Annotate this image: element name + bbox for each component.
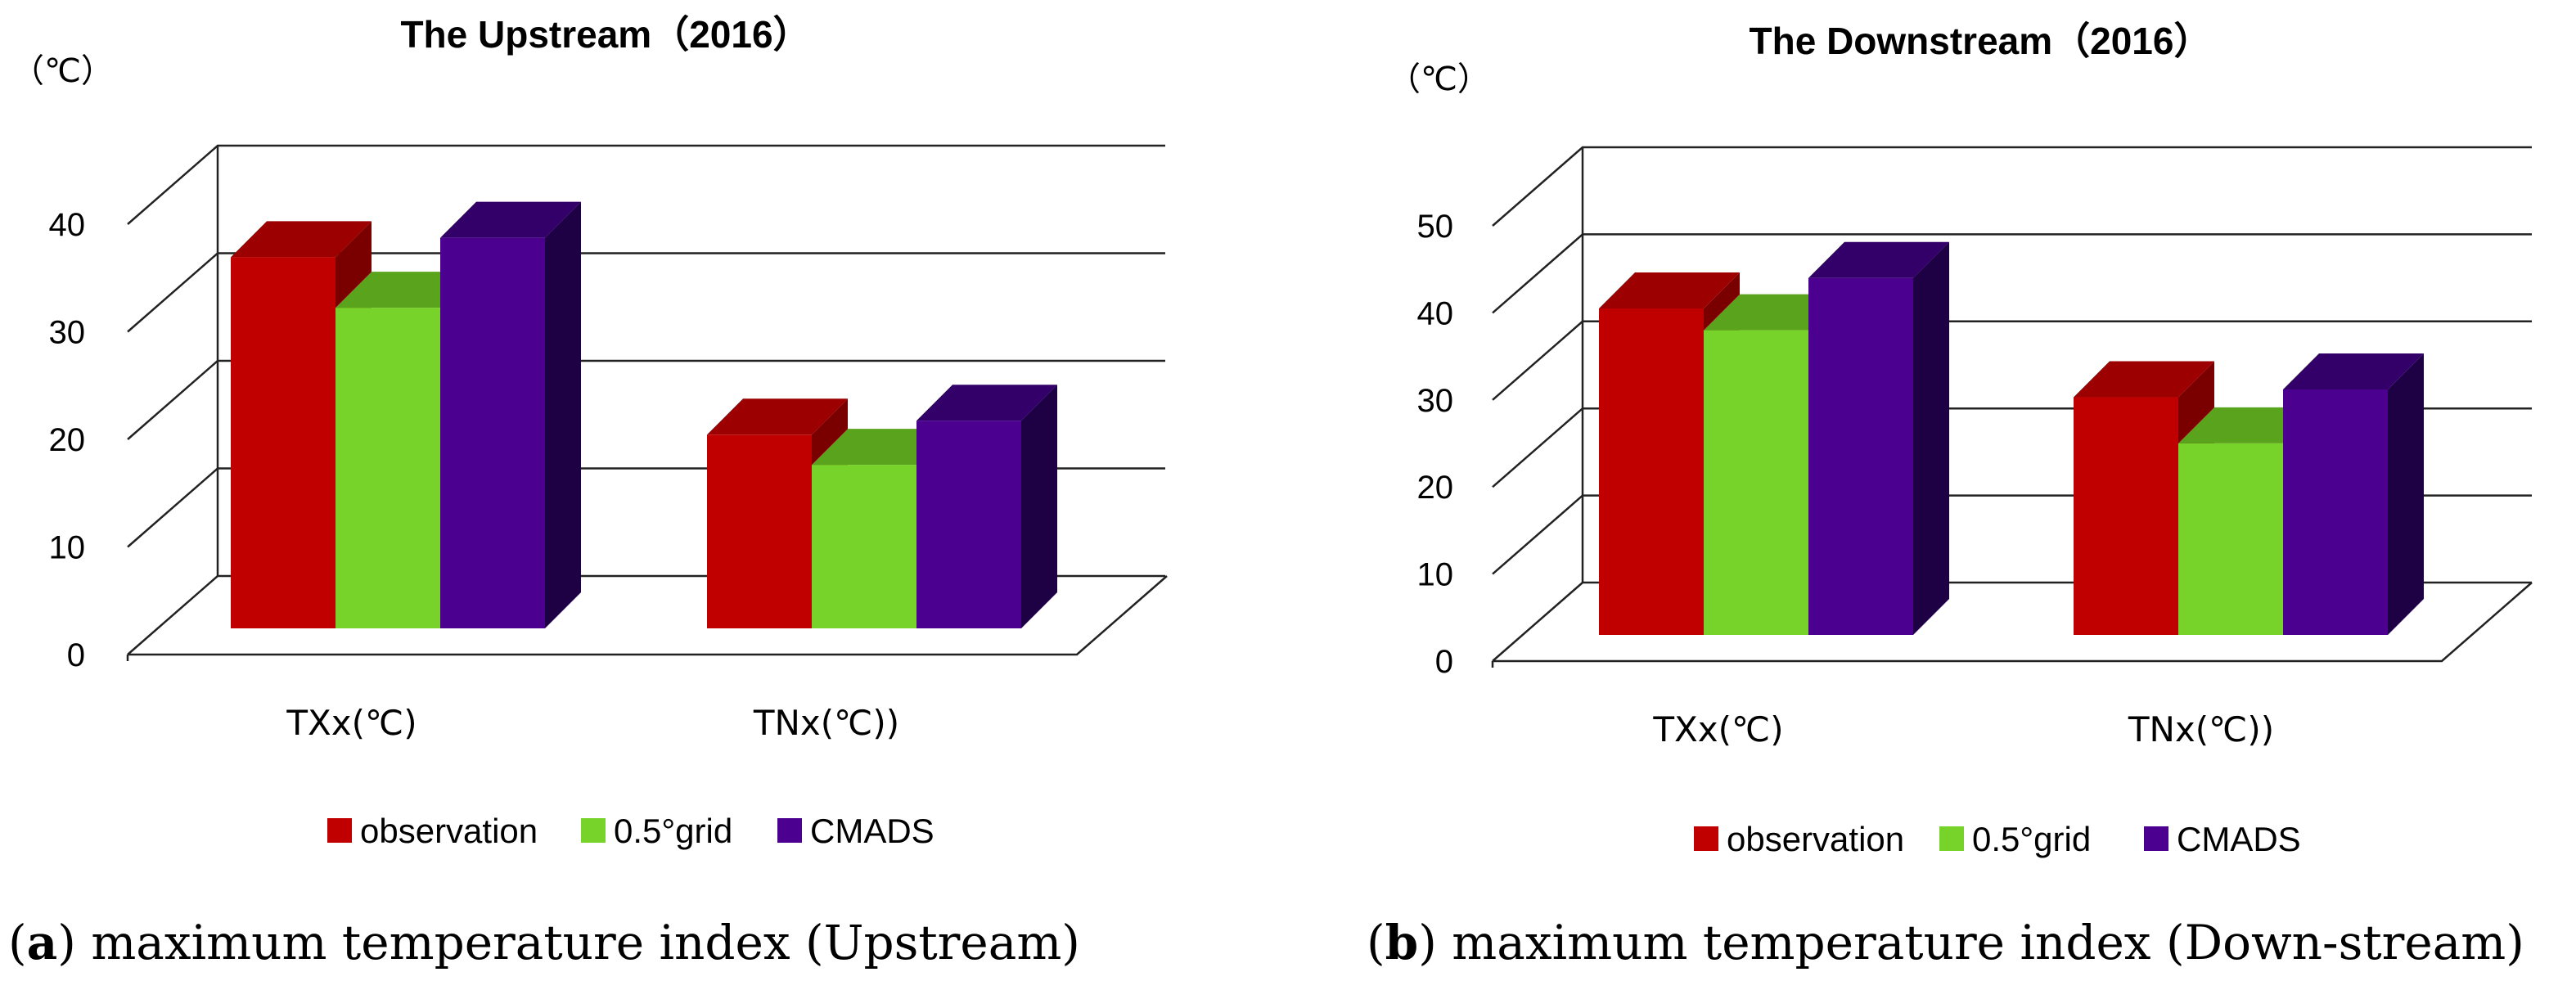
downstream-bar-front-tnx-cmads bbox=[2283, 389, 2388, 635]
upstream-bar-front-txx-grid bbox=[336, 308, 440, 628]
upstream-gridline-40 bbox=[127, 144, 1165, 225]
downstream-y-tick-30: 30 bbox=[1417, 383, 1454, 419]
downstream-bar-front-txx-cmads bbox=[1808, 277, 1913, 635]
upstream-y-ticks: 0 10 20 30 40 bbox=[49, 207, 86, 673]
upstream-floor-axis bbox=[128, 575, 1168, 656]
downstream-bar-front-txx-observation bbox=[1599, 308, 1704, 635]
downstream-bar-side-tnx-cmads bbox=[2388, 353, 2424, 635]
upstream-caption-text: maximum temperature index (Upstream) bbox=[91, 915, 1080, 970]
upstream-legend-grid: 0.5°grid bbox=[614, 812, 732, 850]
downstream-caption-text: maximum temperature index (Down-stream) bbox=[1452, 915, 2524, 970]
downstream-legend-grid: 0.5°grid bbox=[1972, 820, 2091, 858]
downstream-bars bbox=[1599, 241, 2424, 635]
downstream-category-tnx: TNx(℃)) bbox=[2128, 709, 2274, 749]
downstream-bar-tnx-cmads bbox=[2283, 353, 2424, 635]
downstream-legend-observation: observation bbox=[1727, 820, 1904, 858]
downstream-panel: The Downstream（2016） （℃） 0 10 20 30 40 50 TXx… bbox=[1367, 20, 2533, 970]
upstream-caption: (a) maximum temperature index (Upstream) bbox=[8, 915, 1080, 970]
upstream-legend: observation 0.5°grid CMADS bbox=[327, 812, 934, 850]
upstream-category-tnx: TNx(℃)) bbox=[753, 703, 899, 743]
downstream-y-tick-50: 50 bbox=[1417, 209, 1454, 245]
downstream-bar-side-txx-cmads bbox=[1913, 241, 1949, 635]
upstream-chart-title: The Upstream（2016） bbox=[400, 13, 810, 56]
upstream-bar-top-txx-cmads bbox=[440, 201, 581, 238]
upstream-y-tick-20: 20 bbox=[49, 422, 86, 458]
upstream-bar-front-txx-cmads bbox=[440, 237, 545, 628]
downstream-caption-label: b bbox=[1385, 915, 1419, 970]
upstream-bars bbox=[231, 201, 1057, 628]
upstream-y-tick-30: 30 bbox=[49, 315, 86, 351]
downstream-y-tick-20: 20 bbox=[1417, 470, 1454, 506]
upstream-legend-observation: observation bbox=[360, 812, 538, 850]
downstream-bar-front-tnx-grid bbox=[2178, 443, 2283, 635]
upstream-bar-front-tnx-observation bbox=[707, 434, 812, 628]
downstream-y-ticks: 0 10 20 30 40 50 bbox=[1417, 209, 1454, 680]
downstream-legend-swatch-observation bbox=[1694, 826, 1718, 851]
upstream-y-tick-40: 40 bbox=[49, 207, 86, 243]
upstream-bar-top-tnx-cmads bbox=[916, 385, 1057, 421]
upstream-bar-front-txx-observation bbox=[231, 257, 336, 628]
upstream-category-txx: TXx(℃) bbox=[286, 703, 417, 743]
upstream-y-tick-0: 0 bbox=[67, 637, 85, 673]
upstream-unit-label: （℃） bbox=[11, 52, 114, 90]
upstream-bar-front-tnx-grid bbox=[812, 465, 916, 628]
upstream-bar-tnx-cmads bbox=[916, 385, 1057, 628]
upstream-legend-swatch-grid bbox=[581, 818, 606, 843]
downstream-bar-front-tnx-observation bbox=[2074, 397, 2178, 635]
downstream-bar-front-txx-grid bbox=[1704, 330, 1808, 635]
upstream-bar-front-tnx-cmads bbox=[916, 421, 1021, 628]
downstream-bar-top-txx-cmads bbox=[1808, 241, 1949, 278]
downstream-unit-label: （℃） bbox=[1388, 61, 1490, 98]
upstream-bar-top-txx-observation bbox=[231, 221, 372, 258]
upstream-bar-top-tnx-observation bbox=[707, 398, 848, 435]
upstream-legend-swatch-observation bbox=[327, 818, 352, 843]
downstream-legend-swatch-cmads bbox=[2144, 826, 2168, 851]
downstream-chart-title: The Downstream（2016） bbox=[1750, 20, 2212, 62]
downstream-floor-axis bbox=[1493, 582, 2533, 663]
downstream-legend-swatch-grid bbox=[1939, 826, 1964, 851]
downstream-legend-cmads: CMADS bbox=[2177, 820, 2301, 858]
upstream-legend-swatch-cmads bbox=[777, 818, 802, 843]
upstream-bar-side-tnx-cmads bbox=[1021, 385, 1057, 628]
downstream-category-txx: TXx(℃) bbox=[1652, 709, 1783, 749]
downstream-y-tick-0: 0 bbox=[1435, 644, 1453, 680]
upstream-bar-txx-cmads bbox=[440, 201, 581, 628]
upstream-legend-cmads: CMADS bbox=[810, 812, 934, 850]
downstream-bar-top-txx-observation bbox=[1599, 272, 1740, 308]
downstream-bar-top-tnx-cmads bbox=[2283, 353, 2424, 389]
upstream-bar-side-txx-cmads bbox=[545, 201, 581, 628]
upstream-caption-label: a bbox=[27, 915, 58, 970]
downstream-y-tick-40: 40 bbox=[1417, 295, 1454, 331]
downstream-bar-txx-cmads bbox=[1808, 241, 1949, 635]
downstream-gridline-50 bbox=[1492, 146, 2532, 227]
upstream-y-tick-10: 10 bbox=[49, 530, 86, 566]
downstream-y-tick-10: 10 bbox=[1417, 557, 1454, 593]
downstream-caption: (b) maximum temperature index (Down-stre… bbox=[1367, 915, 2524, 970]
downstream-bar-top-tnx-observation bbox=[2074, 361, 2214, 398]
downstream-legend: observation 0.5°grid CMADS bbox=[1694, 820, 2301, 858]
